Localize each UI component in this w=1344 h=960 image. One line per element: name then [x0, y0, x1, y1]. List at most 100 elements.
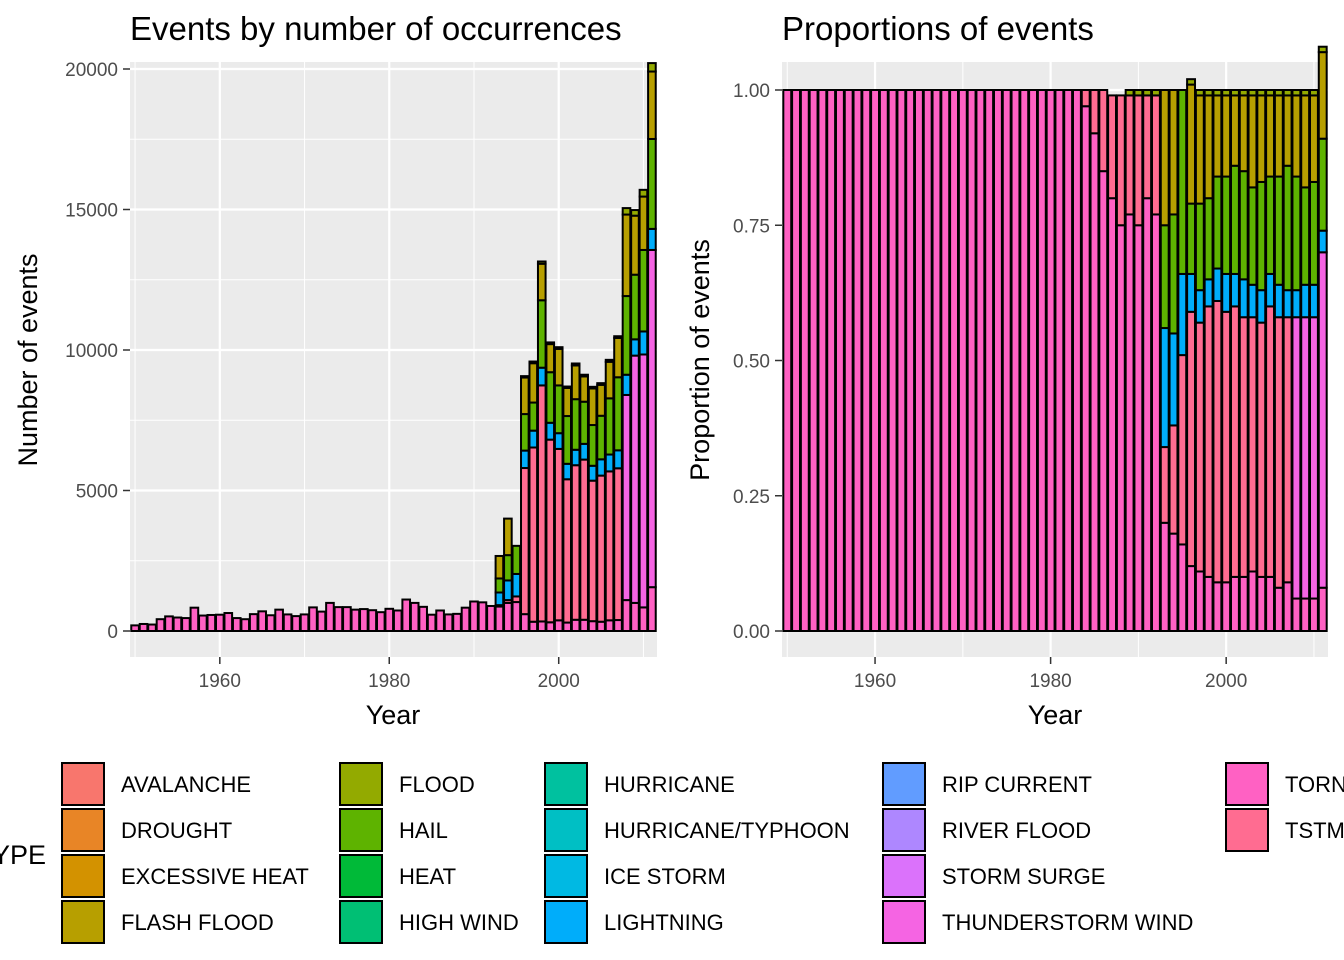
- legend-label: RIP CURRENT: [942, 772, 1092, 797]
- y-tick-label: 0: [107, 622, 118, 643]
- bar-segment-hail-2003: [1247, 186, 1258, 286]
- bar-segment-lightning-2008: [1291, 289, 1302, 319]
- bar-segment-tornado-2000: [553, 619, 564, 633]
- bar-segment-lightning-1994: [503, 579, 513, 602]
- bar-segment-flood-1998: [1203, 89, 1214, 97]
- bar-segment-tornado-1976: [1010, 89, 1021, 632]
- bar-segment-tornado-1958: [852, 89, 863, 632]
- bar-segment-hail-2009: [630, 273, 640, 341]
- bar-segment-hail-2000: [1221, 175, 1232, 275]
- bar-segment-lightning-2005: [596, 458, 606, 477]
- bar-segment-tornado-2002: [570, 618, 581, 633]
- bar-segment-flash-flood-1998: [1203, 94, 1214, 200]
- bar-segment-tornado-2001: [1230, 575, 1240, 633]
- bar-segment-lightning-2007: [613, 449, 623, 470]
- bar-segment-flood-1998: [536, 260, 547, 265]
- legend-item-flash-flood: FLASH FLOOD: [61, 900, 274, 944]
- bar-segment-lightning-2003: [579, 442, 589, 461]
- bar-segment-lightning-2001: [1230, 272, 1240, 308]
- bar-segment-hail-1997: [1194, 202, 1205, 292]
- x-ticks-right: 1960 1980 2000: [854, 657, 1247, 692]
- bar-segment-tornado-1990: [1133, 224, 1144, 632]
- bar-segment-flood-1989: [1124, 89, 1135, 97]
- legend-item-tstm-wind: TSTM WIND: [1225, 808, 1344, 852]
- bar-segment-lightning-1993: [1159, 327, 1170, 449]
- bar-segment-tstm-wind-1997: [1194, 321, 1205, 573]
- legend-swatch: [544, 854, 588, 898]
- bar-segment-tornado-1959: [861, 89, 872, 632]
- bar-segment-tornado-1982: [401, 598, 412, 633]
- bar-segment-tornado-1981: [1054, 89, 1065, 632]
- bar-segment-flash-flood-2005: [596, 383, 606, 417]
- bar-segment-tornado-2008: [1291, 597, 1302, 632]
- y-tick-label: 0.50: [733, 352, 770, 373]
- bar-segment-tornado-1974: [333, 606, 344, 632]
- bar-segment-tornado-2001: [562, 621, 573, 633]
- bar-segment-tstm-wind-2000: [1221, 310, 1232, 584]
- legend-label: THUNDERSTORM WIND: [942, 910, 1193, 935]
- bar-segment-tornado-1973: [984, 89, 995, 632]
- bar-segment-tornado-1965: [913, 89, 924, 632]
- bar-segment-tornado-2007: [1282, 581, 1293, 632]
- bar-segment-tornado-1982: [1063, 89, 1074, 632]
- bar-segment-hail-2003: [579, 400, 589, 445]
- bar-segment-tstm-wind-1997: [528, 446, 539, 623]
- bar-segment-tornado-1956: [181, 617, 191, 632]
- bar-segment-flash-flood-2004: [1256, 94, 1267, 183]
- bar-segment-tornado-1962: [231, 617, 242, 632]
- legend-swatch: [882, 808, 926, 852]
- bar-segment-hail-2011: [647, 137, 657, 230]
- bar-segment-tornado-1995: [1177, 543, 1188, 632]
- bar-segment-tornado-1986: [1098, 170, 1109, 632]
- bar-segment-lightning-1996: [1186, 272, 1197, 313]
- bar-segment-tstm-wind-1990: [1133, 94, 1144, 227]
- bar-segment-lightning-2003: [1247, 283, 1258, 319]
- bar-segment-hail-1999: [545, 371, 556, 424]
- bar-segment-tornado-1989: [460, 606, 471, 633]
- bar-segment-flood-2003: [1247, 89, 1258, 97]
- legend-item-high-wind: HIGH WIND: [339, 900, 519, 944]
- bar-segment-flood-1999: [545, 341, 556, 346]
- bar-segment-thunderstorm-wind-2010: [1309, 316, 1319, 600]
- bar-segment-tornado-1991: [1142, 197, 1153, 632]
- bar-segment-tornado-1975: [342, 606, 352, 632]
- bar-segment-flash-flood-1993: [1159, 89, 1170, 227]
- legend-item-river-flood: RIVER FLOOD: [882, 808, 1091, 852]
- bar-segment-flash-flood-2001: [1230, 94, 1240, 167]
- bar-segment-tstm-wind-1995: [1177, 354, 1188, 546]
- bar-segment-flood-2009: [630, 209, 640, 217]
- bar-segment-tornado-2005: [1265, 575, 1276, 633]
- legend-swatch: [61, 808, 105, 852]
- bar-segment-tornado-1950: [782, 89, 793, 632]
- bar-segment-hail-1996: [1186, 202, 1197, 275]
- bar-segment-flood-2000: [1221, 89, 1232, 97]
- bar-segment-flash-flood-2011: [647, 70, 657, 140]
- bar-segment-flood-2001: [562, 385, 573, 389]
- legend-item-hurricane: HURRICANE: [544, 762, 735, 806]
- bar-segment-thunderstorm-wind-2011: [1317, 251, 1328, 589]
- bar-segment-flash-flood-2010: [638, 195, 649, 251]
- bar-segment-flash-flood-2006: [1273, 94, 1284, 178]
- bar-segment-tstm-wind-2000: [553, 447, 564, 622]
- legend-swatch: [61, 854, 105, 898]
- bar-segment-tornado-1979: [1036, 89, 1047, 632]
- bar-segment-flash-flood-2007: [1282, 94, 1293, 167]
- bar-segment-lightning-2009: [630, 338, 640, 357]
- bar-segment-tstm-wind-2005: [596, 474, 606, 623]
- bar-segment-tstm-wind-1998: [536, 384, 547, 623]
- legend-item-hail: HAIL: [339, 808, 448, 852]
- bar-segment-flood-1999: [1212, 89, 1223, 97]
- bar-segment-tornado-1981: [392, 609, 403, 632]
- bar-segment-hail-2004: [1256, 180, 1267, 292]
- bar-segment-hail-2007: [613, 376, 623, 452]
- legend-swatch: [339, 900, 383, 944]
- y-axis-title-left: Number of events: [13, 253, 43, 466]
- bar-segment-lightning-2008: [621, 373, 632, 396]
- bar-segment-tornado-1968: [940, 89, 951, 632]
- bar-segment-tstm-wind-1992: [1150, 94, 1161, 216]
- bar-segment-tornado-1957: [843, 89, 854, 632]
- bar-segment-tstm-wind-1999: [1212, 299, 1223, 584]
- bar-segment-hail-1994: [503, 554, 513, 582]
- legend-item-drought: DROUGHT: [61, 808, 232, 852]
- bar-segment-tstm-wind-1993: [1159, 446, 1170, 524]
